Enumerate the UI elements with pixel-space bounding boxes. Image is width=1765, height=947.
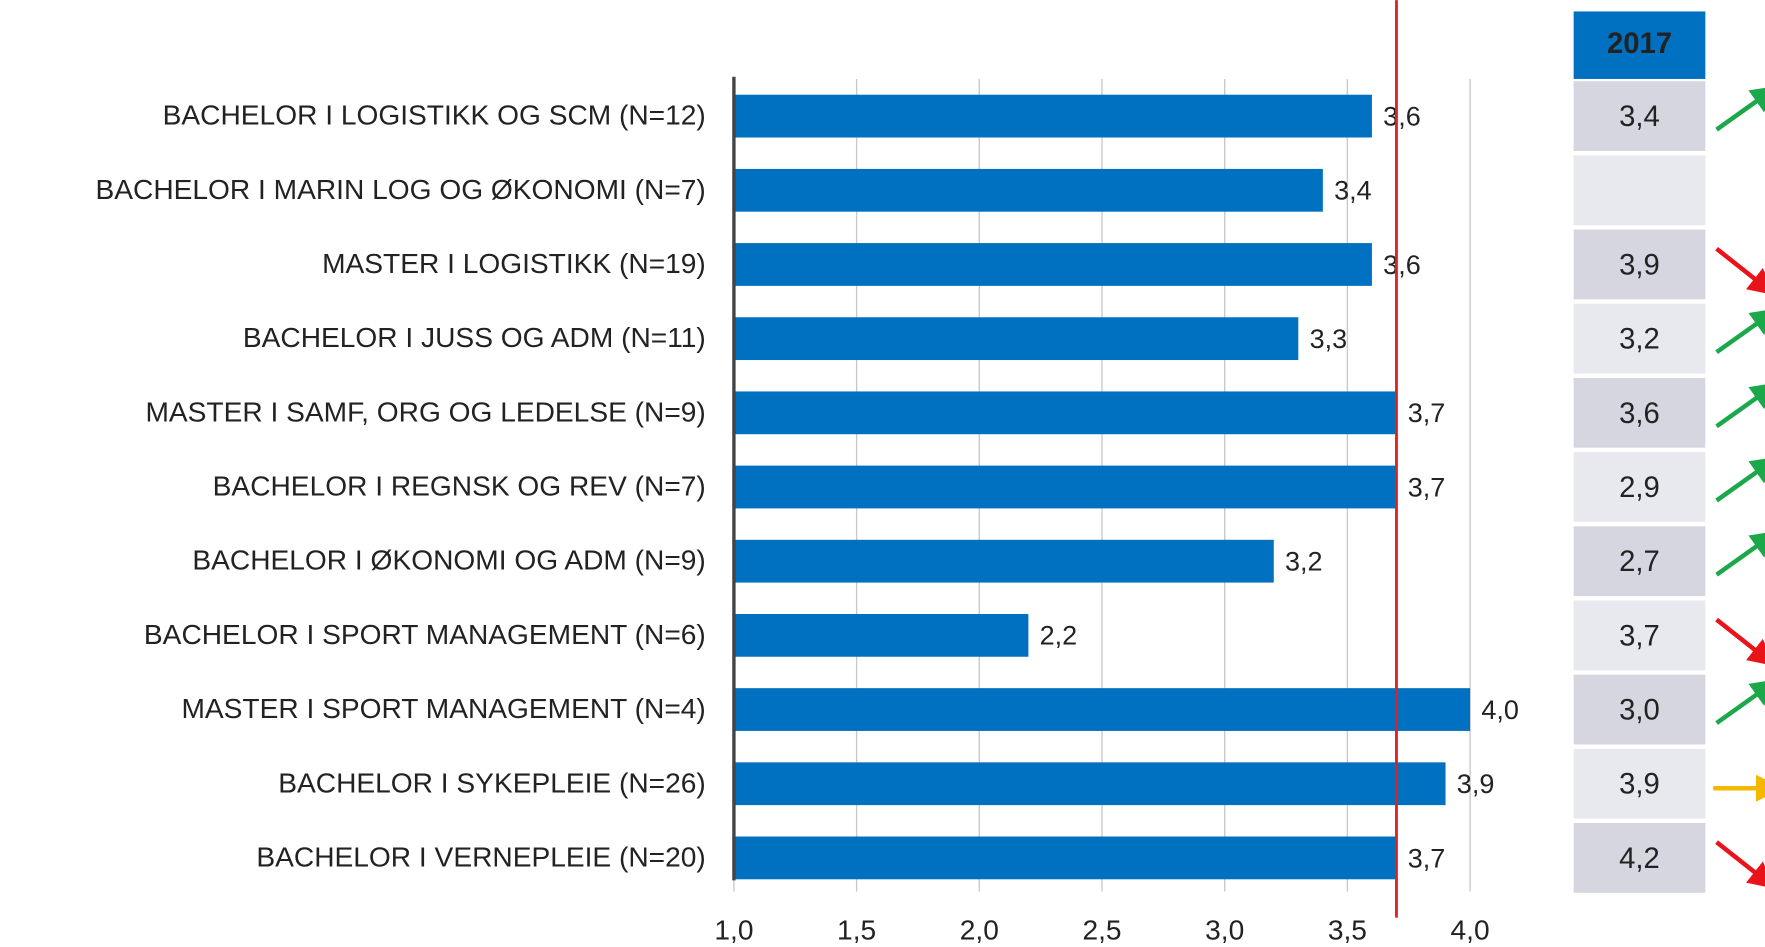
table-value: 3,9 xyxy=(1619,249,1660,281)
category-label: BACHELOR I SYKEPLEIE (N=26) xyxy=(278,767,706,798)
table-value: 3,0 xyxy=(1619,695,1660,727)
table-value: 3,2 xyxy=(1619,324,1660,356)
table-cell xyxy=(1573,155,1706,226)
x-tick-label: 3,0 xyxy=(1205,915,1244,946)
category-label: BACHELOR I SPORT MANAGEMENT (N=6) xyxy=(144,619,706,650)
data-label: 3,7 xyxy=(1408,843,1446,873)
bar xyxy=(733,391,1397,435)
bar xyxy=(733,836,1397,880)
category-label: BACHELOR I MARIN LOG OG ØKONOMI (N=7) xyxy=(96,174,706,205)
trend-arrow xyxy=(1715,530,1765,577)
table-value: 2,9 xyxy=(1619,472,1660,504)
bar xyxy=(733,613,1029,657)
table-cell xyxy=(1573,526,1706,597)
data-label: 3,6 xyxy=(1383,102,1421,132)
bar xyxy=(733,94,1372,138)
data-label: 3,6 xyxy=(1383,250,1421,280)
data-label: 4,0 xyxy=(1481,695,1519,725)
trend-arrow xyxy=(1715,85,1765,132)
trend-arrow xyxy=(1715,246,1765,296)
bar xyxy=(733,762,1446,806)
table-value: 2,7 xyxy=(1619,546,1660,578)
trend-arrow xyxy=(1715,382,1765,429)
data-label: 3,9 xyxy=(1457,769,1495,799)
table-value: 4,2 xyxy=(1619,843,1660,875)
table-value: 3,6 xyxy=(1619,398,1660,430)
table-cell xyxy=(1573,229,1706,300)
x-tick-label: 3,5 xyxy=(1328,915,1367,946)
category-label: MASTER I LOGISTIKK (N=19) xyxy=(322,248,706,279)
data-label: 3,7 xyxy=(1408,472,1446,502)
trend-arrow xyxy=(1715,679,1765,725)
category-label: BACHELOR I JUSS OG ADM (N=11) xyxy=(243,322,706,353)
category-label: BACHELOR I ØKONOMI OG ADM (N=9) xyxy=(192,545,705,576)
bar xyxy=(733,539,1274,583)
x-tick-label: 4,0 xyxy=(1451,915,1490,946)
table-value: 3,7 xyxy=(1619,620,1660,652)
bar xyxy=(733,243,1372,286)
data-label: 3,2 xyxy=(1285,547,1323,577)
x-tick-label: 2,5 xyxy=(1082,915,1121,946)
table-cell xyxy=(1573,823,1706,893)
table-header: 2017 xyxy=(1607,28,1672,60)
table-value: 3,9 xyxy=(1619,769,1660,801)
x-tick-label: 1,0 xyxy=(714,915,753,946)
x-tick-label: 2,0 xyxy=(960,915,999,946)
trend-arrow xyxy=(1715,456,1765,503)
table-cell xyxy=(1573,377,1706,448)
bar xyxy=(733,465,1397,509)
table-value: 3,4 xyxy=(1619,101,1660,133)
category-label: MASTER I SPORT MANAGEMENT (N=4) xyxy=(181,693,705,724)
data-label: 2,2 xyxy=(1040,621,1078,651)
table-cell xyxy=(1573,600,1706,671)
category-label: MASTER I SAMF, ORG OG LEDELSE (N=9) xyxy=(145,396,705,427)
trend-arrow xyxy=(1715,840,1765,889)
table-cell xyxy=(1573,748,1706,819)
table-cell xyxy=(1573,303,1706,374)
bar xyxy=(733,168,1323,212)
table-cell xyxy=(1573,81,1706,152)
table-header-bg xyxy=(1573,11,1706,79)
category-label: BACHELOR I REGNSK OG REV (N=7) xyxy=(213,471,706,502)
bar xyxy=(733,688,1471,731)
x-tick-label: 1,5 xyxy=(837,915,876,946)
trend-arrow xyxy=(1715,308,1765,354)
category-label: BACHELOR I VERNEPLEIE (N=20) xyxy=(256,841,705,872)
table-cell xyxy=(1573,452,1706,522)
data-label: 3,3 xyxy=(1310,324,1348,354)
data-label: 3,7 xyxy=(1408,398,1446,428)
bar xyxy=(733,317,1299,361)
table-cell xyxy=(1573,674,1706,745)
trend-arrow xyxy=(1715,617,1765,667)
category-label: BACHELOR I LOGISTIKK OG SCM (N=12) xyxy=(163,100,706,131)
data-label: 3,4 xyxy=(1334,176,1372,206)
